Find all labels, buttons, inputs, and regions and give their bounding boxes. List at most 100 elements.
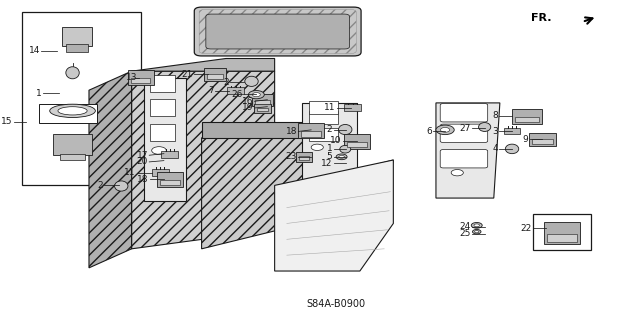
Circle shape [471,222,482,228]
Bar [66,44,88,52]
Ellipse shape [338,124,352,135]
Text: 6: 6 [426,127,432,136]
FancyBboxPatch shape [206,14,350,49]
Ellipse shape [58,107,87,115]
Bar [128,70,153,85]
Bar [344,134,369,149]
Bar [22,12,141,185]
Bar [515,116,540,122]
Bar [347,142,366,147]
Bar [53,134,92,155]
Bar [204,68,226,81]
Text: 13: 13 [126,73,138,82]
Bar [60,154,85,160]
Ellipse shape [115,181,128,191]
Text: 24: 24 [459,222,470,231]
Text: FR.: FR. [531,13,551,23]
Text: 16: 16 [242,97,254,106]
Circle shape [475,231,479,233]
Text: 4: 4 [492,144,498,153]
Polygon shape [89,71,131,268]
Text: 22: 22 [520,224,531,233]
Circle shape [336,154,347,160]
Polygon shape [202,138,311,249]
Ellipse shape [340,145,351,153]
Circle shape [252,92,260,97]
Bar [151,169,169,176]
Text: 14: 14 [29,46,40,55]
Bar [257,108,268,111]
Bar [344,104,361,111]
Polygon shape [296,160,393,265]
Text: 20: 20 [136,157,148,166]
Text: 2: 2 [327,125,333,134]
FancyBboxPatch shape [194,7,361,56]
Text: 23: 23 [286,152,297,161]
Text: 7: 7 [208,86,214,95]
Text: 8: 8 [492,111,498,120]
Bar [131,78,151,83]
Bar [157,172,183,187]
Bar [227,87,244,94]
Text: 17: 17 [136,151,148,160]
Text: 3: 3 [492,127,498,136]
Polygon shape [436,103,500,198]
Text: 1: 1 [326,144,333,153]
Polygon shape [302,103,357,195]
Circle shape [311,144,323,150]
Bar [504,127,520,134]
Bar [544,222,580,244]
Bar [529,133,556,146]
Text: 26: 26 [231,90,242,99]
Circle shape [249,91,264,99]
Text: 18: 18 [137,174,149,184]
Ellipse shape [66,67,79,79]
Bar [296,152,312,162]
Polygon shape [275,160,393,271]
Bar [254,104,271,113]
Bar [532,140,553,144]
Polygon shape [202,122,311,138]
Text: 18: 18 [286,127,297,136]
Circle shape [472,229,481,234]
Circle shape [151,147,166,154]
Bar [533,214,591,251]
Text: 5: 5 [326,152,333,161]
Text: 11: 11 [324,103,336,112]
Text: 9: 9 [523,135,528,144]
Text: 2: 2 [224,78,229,87]
Bar [255,100,270,105]
Polygon shape [131,71,275,249]
Bar [160,180,179,185]
Text: 15: 15 [1,117,13,126]
Bar [309,101,338,114]
Bar [39,105,97,123]
FancyBboxPatch shape [440,104,488,122]
Circle shape [436,125,454,135]
Bar [252,94,273,106]
Bar [299,156,309,160]
Ellipse shape [245,76,258,86]
Ellipse shape [505,144,519,154]
Bar [512,108,543,124]
Polygon shape [131,59,275,71]
Text: 2: 2 [97,181,103,190]
Text: 10: 10 [330,136,341,146]
Bar [150,124,176,141]
Ellipse shape [50,104,95,117]
FancyBboxPatch shape [440,124,488,142]
Circle shape [339,156,345,158]
Bar [547,234,577,242]
Circle shape [474,224,480,227]
Text: 19: 19 [242,103,254,112]
Text: 21: 21 [181,70,193,79]
Polygon shape [144,77,186,201]
Text: 27: 27 [459,124,470,133]
Circle shape [451,170,464,176]
FancyBboxPatch shape [440,149,488,168]
Bar [302,131,321,137]
Bar [62,27,92,46]
Text: 25: 25 [459,229,470,238]
Bar [150,75,176,92]
Text: 1: 1 [36,89,42,98]
